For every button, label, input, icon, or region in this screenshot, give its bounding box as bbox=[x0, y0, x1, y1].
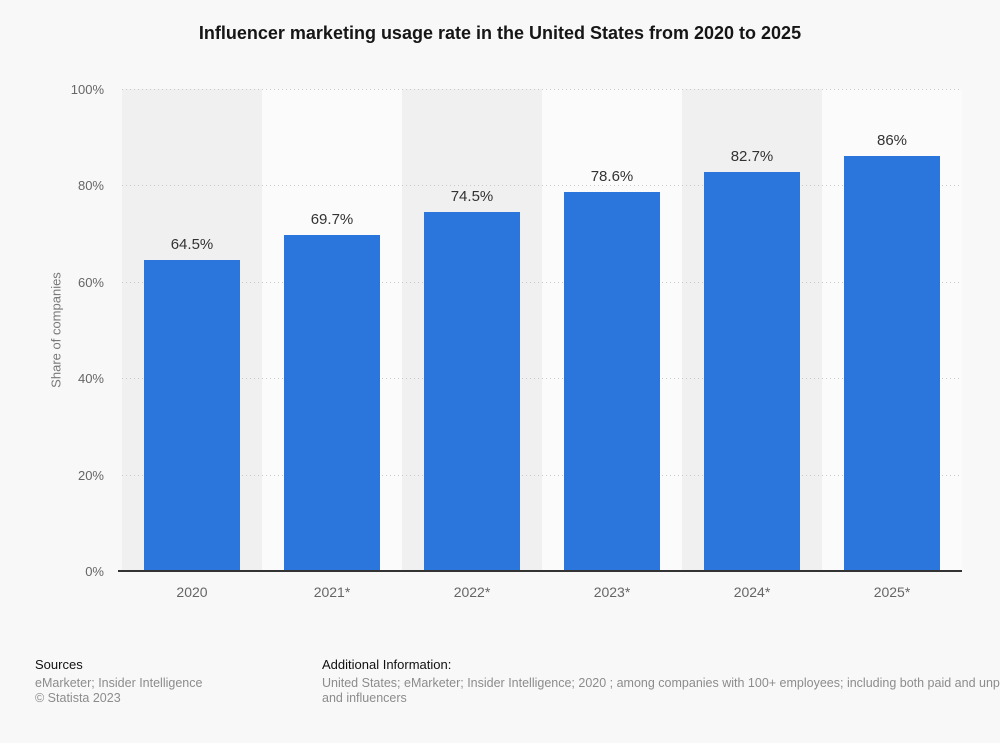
bar-2023[interactable] bbox=[564, 192, 660, 571]
additional-info-line1: United States; eMarketer; Insider Intell… bbox=[322, 676, 1000, 690]
x-category-label-2024: 2024* bbox=[733, 584, 771, 600]
gridline-100 bbox=[122, 89, 962, 90]
gridline-60 bbox=[122, 281, 962, 283]
x-category-label-2025: 2025* bbox=[873, 584, 911, 600]
additional-info-line2: and influencers bbox=[322, 691, 407, 705]
y-tick-label-20: 20% bbox=[77, 467, 104, 483]
x-category-label-2022: 2022* bbox=[453, 584, 491, 600]
bar-value-label: 78.6% bbox=[590, 168, 634, 186]
additional-info-block: Additional Information: United States; e… bbox=[322, 657, 1000, 706]
x-category-label-2023: 2023* bbox=[593, 584, 631, 600]
x-axis-line bbox=[118, 570, 962, 572]
plot-area: 64.5% 69.7% 74.5% 78.6% 82.7% 86% bbox=[122, 89, 962, 571]
sources-block: Sources eMarketer; Insider Intelligence … bbox=[35, 657, 202, 706]
additional-info-label: Additional Information: bbox=[322, 657, 452, 672]
bar-value-label: 86% bbox=[876, 132, 908, 150]
bar-value-label: 64.5% bbox=[170, 236, 214, 254]
y-tick-label-40: 40% bbox=[77, 371, 104, 387]
bar-2025[interactable] bbox=[844, 156, 940, 571]
chart-title: Influencer marketing usage rate in the U… bbox=[198, 23, 802, 43]
bar-2024[interactable] bbox=[704, 172, 800, 571]
bar-value-label: 69.7% bbox=[310, 211, 354, 229]
bar-2020[interactable] bbox=[144, 260, 240, 571]
bar-value-label: 74.5% bbox=[450, 187, 494, 205]
gridline-80 bbox=[122, 185, 962, 187]
y-tick-label-60: 60% bbox=[77, 274, 104, 290]
gridline-40 bbox=[122, 378, 962, 380]
sources-text: eMarketer; Insider Intelligence bbox=[35, 676, 203, 690]
bar-value-label: 82.7% bbox=[730, 148, 774, 166]
bar-2022[interactable] bbox=[424, 211, 520, 571]
x-category-label-2021: 2021* bbox=[313, 584, 351, 600]
bar-2021[interactable] bbox=[284, 235, 380, 571]
gridline-20 bbox=[122, 474, 962, 476]
y-tick-label-80: 80% bbox=[77, 178, 104, 194]
y-tick-label-100: 100% bbox=[70, 82, 104, 97]
x-category-label-2020: 2020 bbox=[176, 584, 208, 600]
sources-label: Sources bbox=[35, 657, 83, 672]
y-tick-label-0: 0% bbox=[85, 564, 104, 579]
copyright-text: © Statista 2023 bbox=[35, 691, 121, 705]
